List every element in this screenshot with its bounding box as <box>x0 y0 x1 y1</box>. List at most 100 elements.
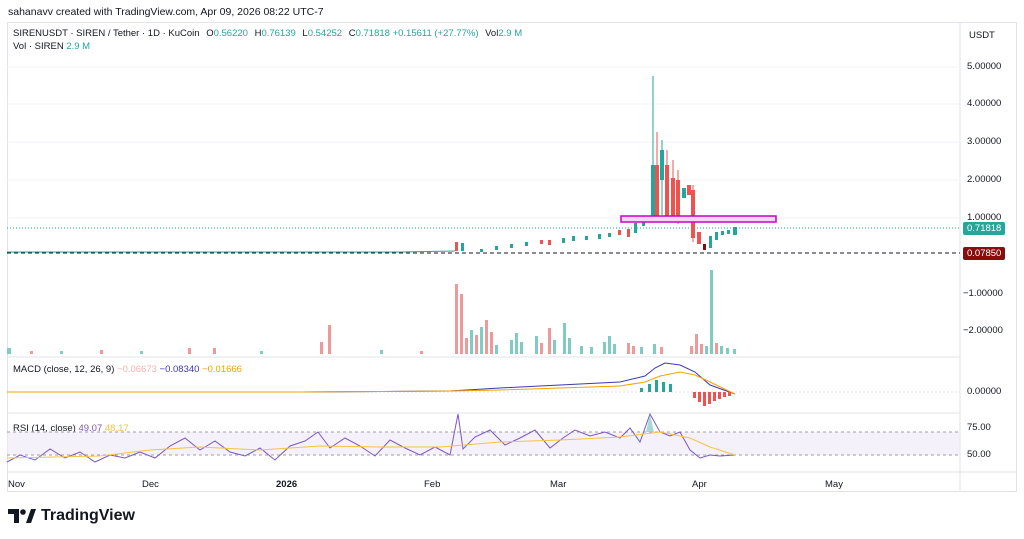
macd-line <box>7 362 736 395</box>
volume-bar <box>455 284 458 354</box>
candle <box>660 150 664 180</box>
candle <box>691 190 695 238</box>
candle <box>455 242 458 251</box>
rsi-title[interactable]: RSI (14, close) <box>13 423 76 434</box>
rsi-axis-label: 50.00 <box>967 449 991 460</box>
macd-histogram-up <box>640 380 672 392</box>
volume-bar <box>515 333 518 354</box>
price-axis-label: 1.00000 <box>967 212 1002 223</box>
volume-bar <box>710 270 713 354</box>
candle-group-pump <box>651 76 737 250</box>
volume-bar <box>540 343 543 354</box>
tradingview-logo[interactable]: TradingView <box>8 507 135 525</box>
price-axis-label: 5.00000 <box>967 61 1002 72</box>
volume-bar <box>475 335 478 354</box>
volume-bar <box>213 348 216 354</box>
time-axis-label: Mar <box>550 479 567 490</box>
change-value: +0.15611 (+27.77%) <box>392 28 479 39</box>
macd-bar <box>662 382 665 392</box>
volume-bar <box>640 347 643 354</box>
rsi-pane <box>6 412 736 463</box>
macd-bar <box>655 380 658 392</box>
price-gridlines <box>7 66 960 219</box>
volume-bar <box>460 294 463 354</box>
candle <box>665 165 669 217</box>
volume-value: 2.9 M <box>498 28 523 39</box>
rsi-overbought-fill <box>646 414 654 432</box>
volume-series-label[interactable]: Vol · SIREN <box>13 41 64 52</box>
symbol-legend: SIRENUSDT · SIREN / Tether · 1D · KuCoin… <box>13 28 523 39</box>
macd-histogram-down <box>693 392 731 406</box>
volume-bar <box>603 342 606 354</box>
volume-bar <box>568 338 571 354</box>
volume-bar <box>510 340 513 354</box>
volume-bar <box>420 351 423 354</box>
time-axis-label: Nov <box>8 479 25 490</box>
low-value: 0.54252 <box>307 28 343 39</box>
last-price-tag: 0.71818 <box>963 222 1006 235</box>
time-axis-label: May <box>825 479 843 490</box>
macd-line-value: −0.08340 <box>159 364 200 375</box>
candle <box>510 244 513 248</box>
volume-bar <box>485 320 488 354</box>
macd-bar <box>708 392 711 404</box>
candles <box>455 76 737 252</box>
macd-bar <box>669 384 672 392</box>
candle <box>676 180 680 222</box>
low-price-tag: 0.07850 <box>963 247 1006 260</box>
macd-bar <box>648 384 651 392</box>
symbol-title[interactable]: SIRENUSDT · SIREN / Tether · 1D · KuCoin <box>13 28 200 39</box>
macd-bar <box>723 392 726 397</box>
volume-bar <box>733 349 736 354</box>
candle <box>540 240 543 244</box>
volume-bar <box>705 346 708 354</box>
time-axis-label: Dec <box>142 479 159 490</box>
volume-bars <box>7 270 736 354</box>
candle <box>618 230 621 235</box>
volume-bar <box>7 348 11 354</box>
currency-label[interactable]: USDT <box>969 30 995 41</box>
volume-legend: Vol · SIREN 2.9 M <box>13 41 90 52</box>
macd-bar <box>713 392 716 401</box>
macd-bar <box>698 392 701 402</box>
chart-frame[interactable] <box>7 22 1017 492</box>
macd-title[interactable]: MACD (close, 12, 26, 9) <box>13 364 115 375</box>
rsi-axis-label: 75.00 <box>967 422 991 433</box>
resistance-zone-box[interactable] <box>620 215 777 223</box>
rsi-ma-value: 48.17 <box>104 423 129 434</box>
volume-bar <box>660 347 663 354</box>
candle <box>671 178 675 218</box>
candle <box>608 233 611 237</box>
volume-bar <box>465 338 468 354</box>
macd-pane <box>7 362 960 406</box>
candle <box>480 249 483 252</box>
price-axis-label: 4.00000 <box>967 98 1002 109</box>
time-axis-label: Feb <box>424 479 441 490</box>
macd-bar <box>728 392 731 396</box>
volume-axis-label: −2.00000 <box>963 325 1003 336</box>
price-axis-label: 3.00000 <box>967 136 1002 147</box>
volume-bar <box>260 351 263 354</box>
volume-bar <box>480 327 483 354</box>
macd-bar <box>703 392 706 406</box>
candle <box>715 232 718 240</box>
price-axis-label: 2.00000 <box>967 174 1002 185</box>
candle <box>572 236 575 241</box>
brand-name: TradingView <box>41 507 135 524</box>
candle <box>687 185 691 195</box>
chart-credit: sahanavv created with TradingView.com, A… <box>8 6 324 18</box>
candle <box>548 240 551 245</box>
volume-bar <box>520 342 523 354</box>
volume-bar <box>563 323 566 354</box>
volume-bar <box>548 328 551 354</box>
volume-bar <box>627 343 630 354</box>
volume-bar <box>553 340 556 354</box>
candle <box>598 234 601 239</box>
candle <box>461 243 464 251</box>
candle <box>733 227 737 235</box>
close-value: 0.71818 <box>355 28 390 39</box>
volume-bar <box>188 348 191 354</box>
volume-bar <box>720 346 723 354</box>
volume-bar <box>30 351 33 354</box>
